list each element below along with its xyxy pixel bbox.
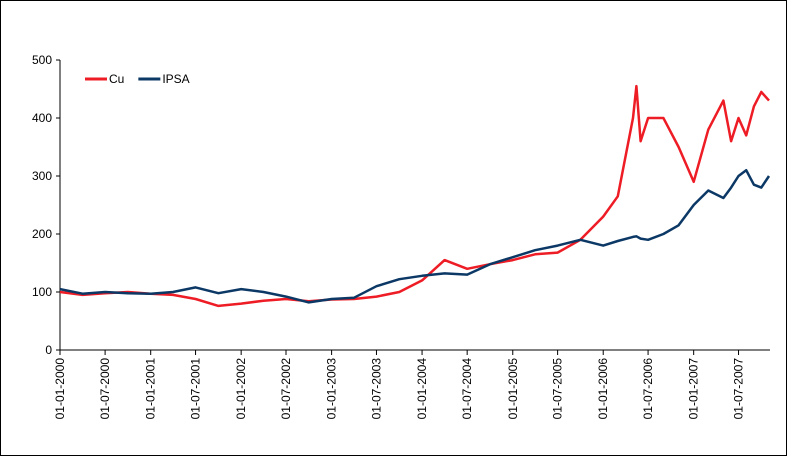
- x-tick-label: 01-01-2005: [506, 358, 520, 420]
- y-tick-label: 0: [45, 343, 52, 357]
- x-tick-label: 01-07-2005: [551, 358, 565, 420]
- series-line: [59, 84, 770, 308]
- x-tick-label: 01-01-2006: [596, 358, 610, 420]
- y-tick-label: 500: [32, 53, 52, 67]
- x-tick-label: 01-01-2004: [415, 358, 429, 420]
- x-tick-label: 01-07-2004: [460, 358, 474, 420]
- x-tick-label: 01-01-2000: [53, 358, 67, 420]
- legend-label: IPSA: [162, 72, 189, 86]
- x-tick-label: 01-07-2003: [369, 358, 383, 420]
- y-tick-label: 200: [32, 227, 52, 241]
- x-tick-label: 01-01-2002: [234, 358, 248, 420]
- y-tick-label: 100: [32, 285, 52, 299]
- y-tick-label: 400: [32, 111, 52, 125]
- x-tick-label: 01-01-2003: [325, 358, 339, 420]
- x-tick-label: 01-01-2007: [687, 358, 701, 420]
- x-tick-label: 01-01-2001: [144, 358, 158, 420]
- series-line: [59, 168, 771, 304]
- x-tick-label: 01-07-2000: [98, 358, 112, 420]
- x-tick-label: 01-07-2001: [189, 358, 203, 420]
- legend-label: Cu: [109, 72, 124, 86]
- x-tick-label: 01-07-2006: [641, 358, 655, 420]
- x-tick-label: 01-07-2002: [279, 358, 293, 420]
- x-tick-label: 01-07-2007: [732, 358, 746, 420]
- y-tick-label: 300: [32, 169, 52, 183]
